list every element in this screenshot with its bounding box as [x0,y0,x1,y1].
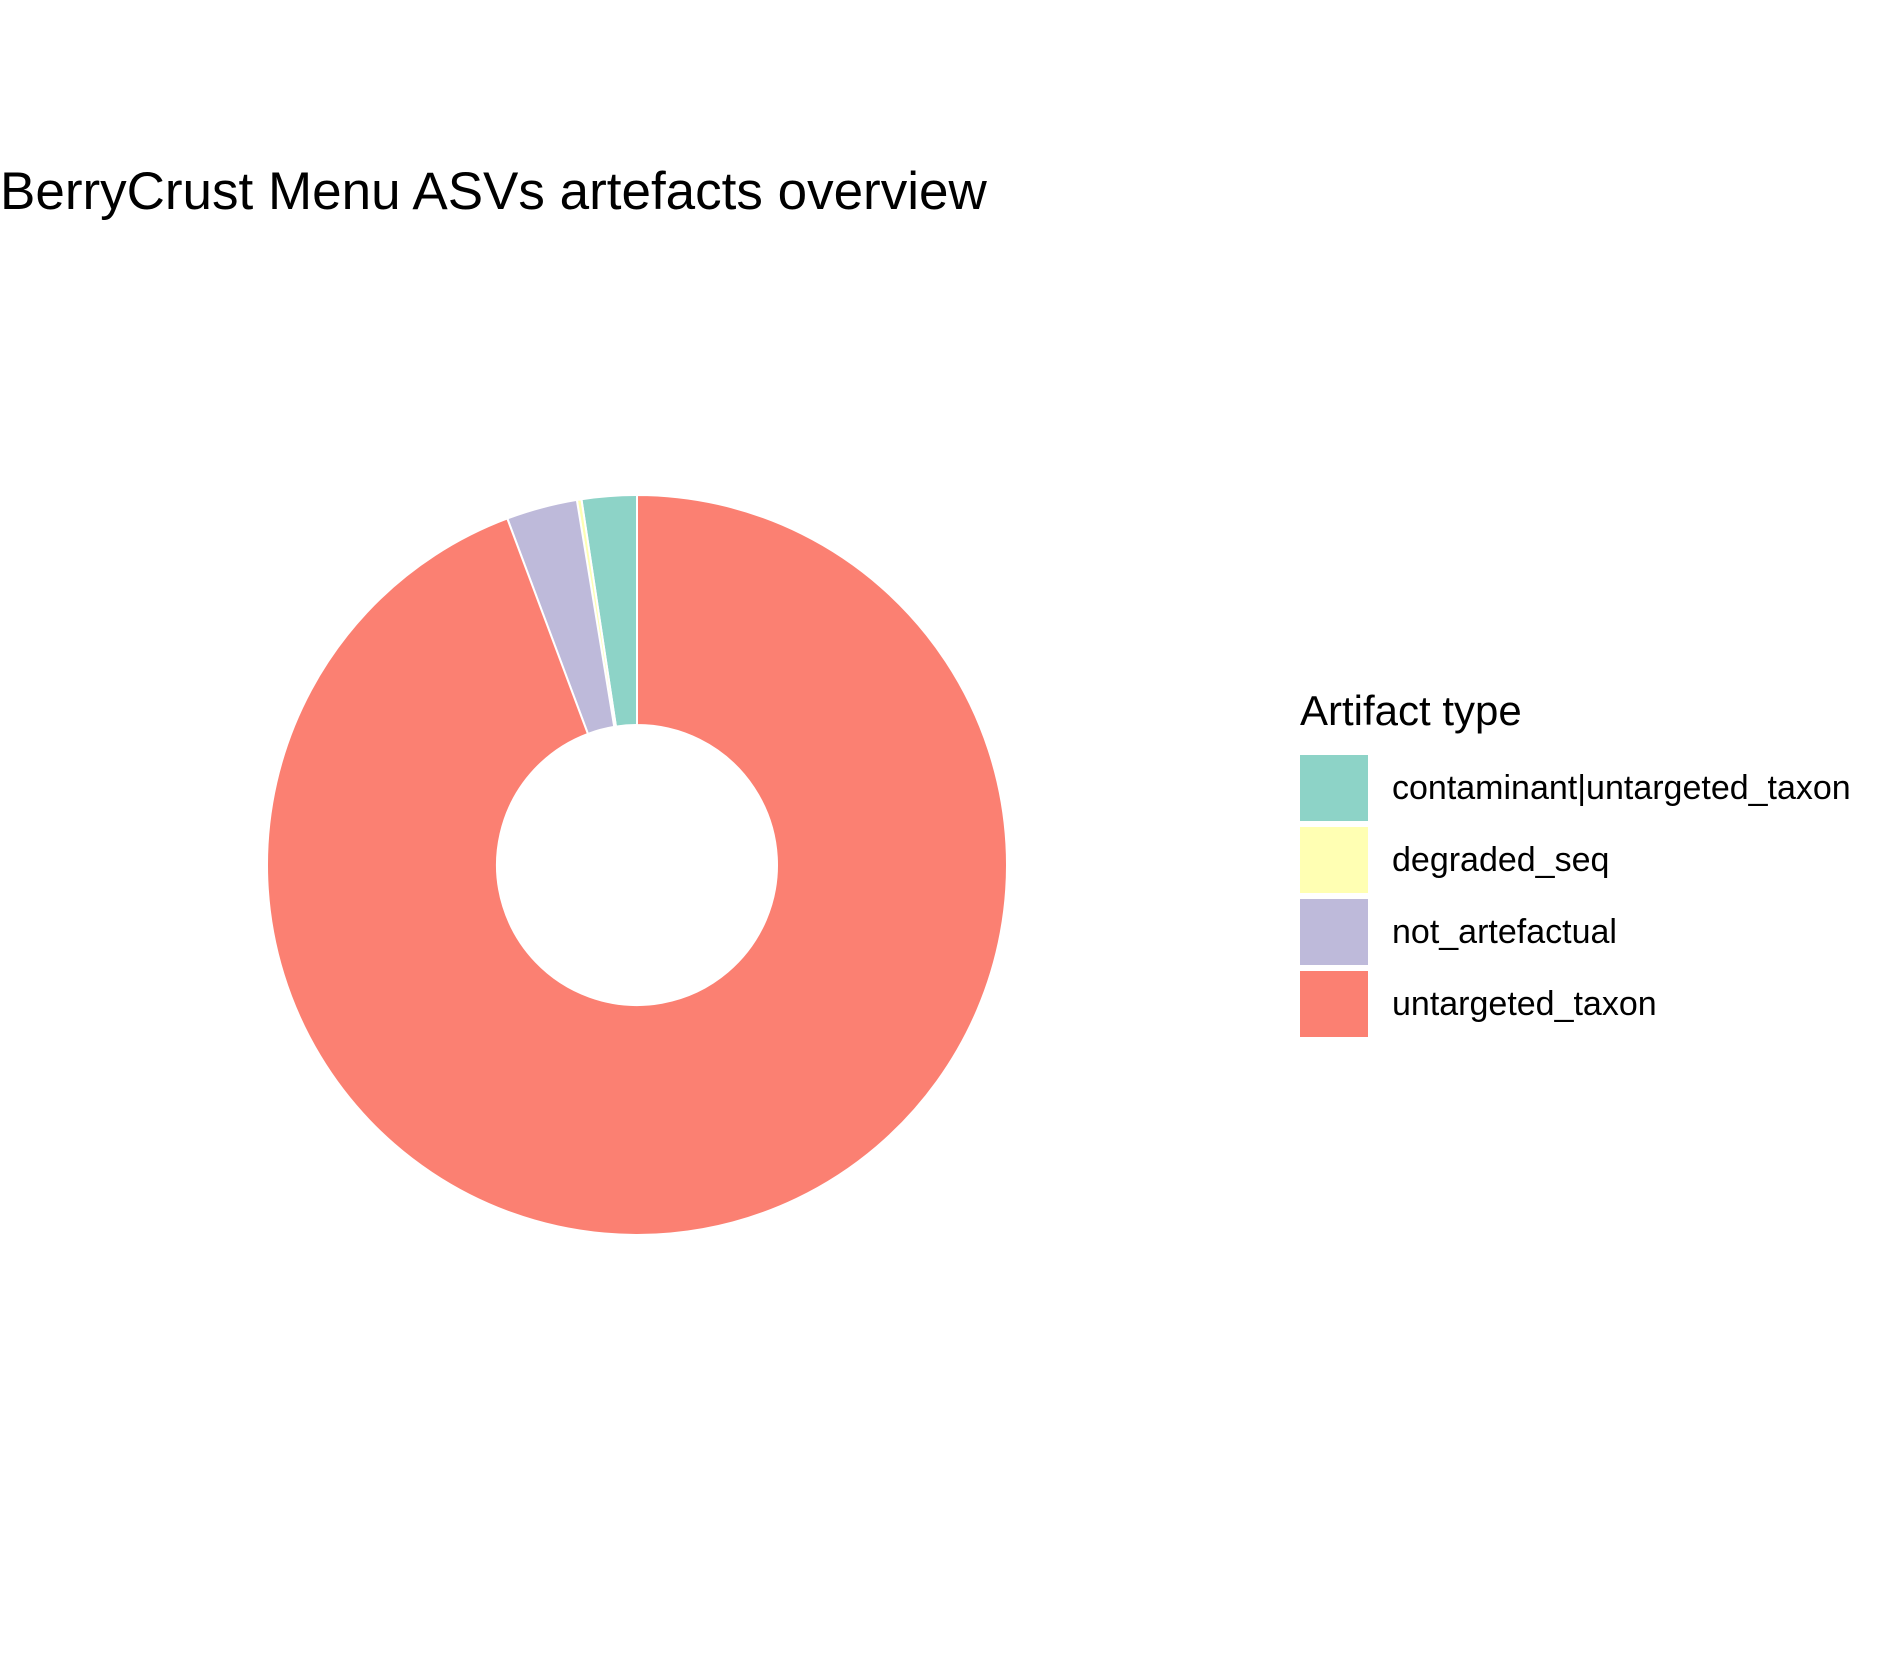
legend-label: degraded_seq [1392,840,1610,879]
legend: Artifact type contaminant|untargeted_tax… [1300,686,1851,1042]
legend-item-not-artefactual: not_artefactual [1300,898,1851,966]
legend-label: not_artefactual [1392,912,1617,951]
legend-label: contaminant|untargeted_taxon [1392,768,1851,807]
legend-swatch [1300,755,1368,821]
legend-item-contaminant-untargeted-taxon: contaminant|untargeted_taxon [1300,754,1851,822]
legend-label: untargeted_taxon [1392,984,1657,1023]
legend-item-untargeted-taxon: untargeted_taxon [1300,970,1851,1038]
legend-swatch [1300,827,1368,893]
legend-title: Artifact type [1300,687,1522,734]
chart-title: BerryCrust Menu ASVs artefacts overview [0,162,987,221]
donut-slice-untargeted-taxon [266,493,1008,1236]
legend-item-degraded-seq: degraded_seq [1300,826,1851,894]
legend-swatch [1300,899,1368,965]
legend-swatch [1300,971,1368,1037]
